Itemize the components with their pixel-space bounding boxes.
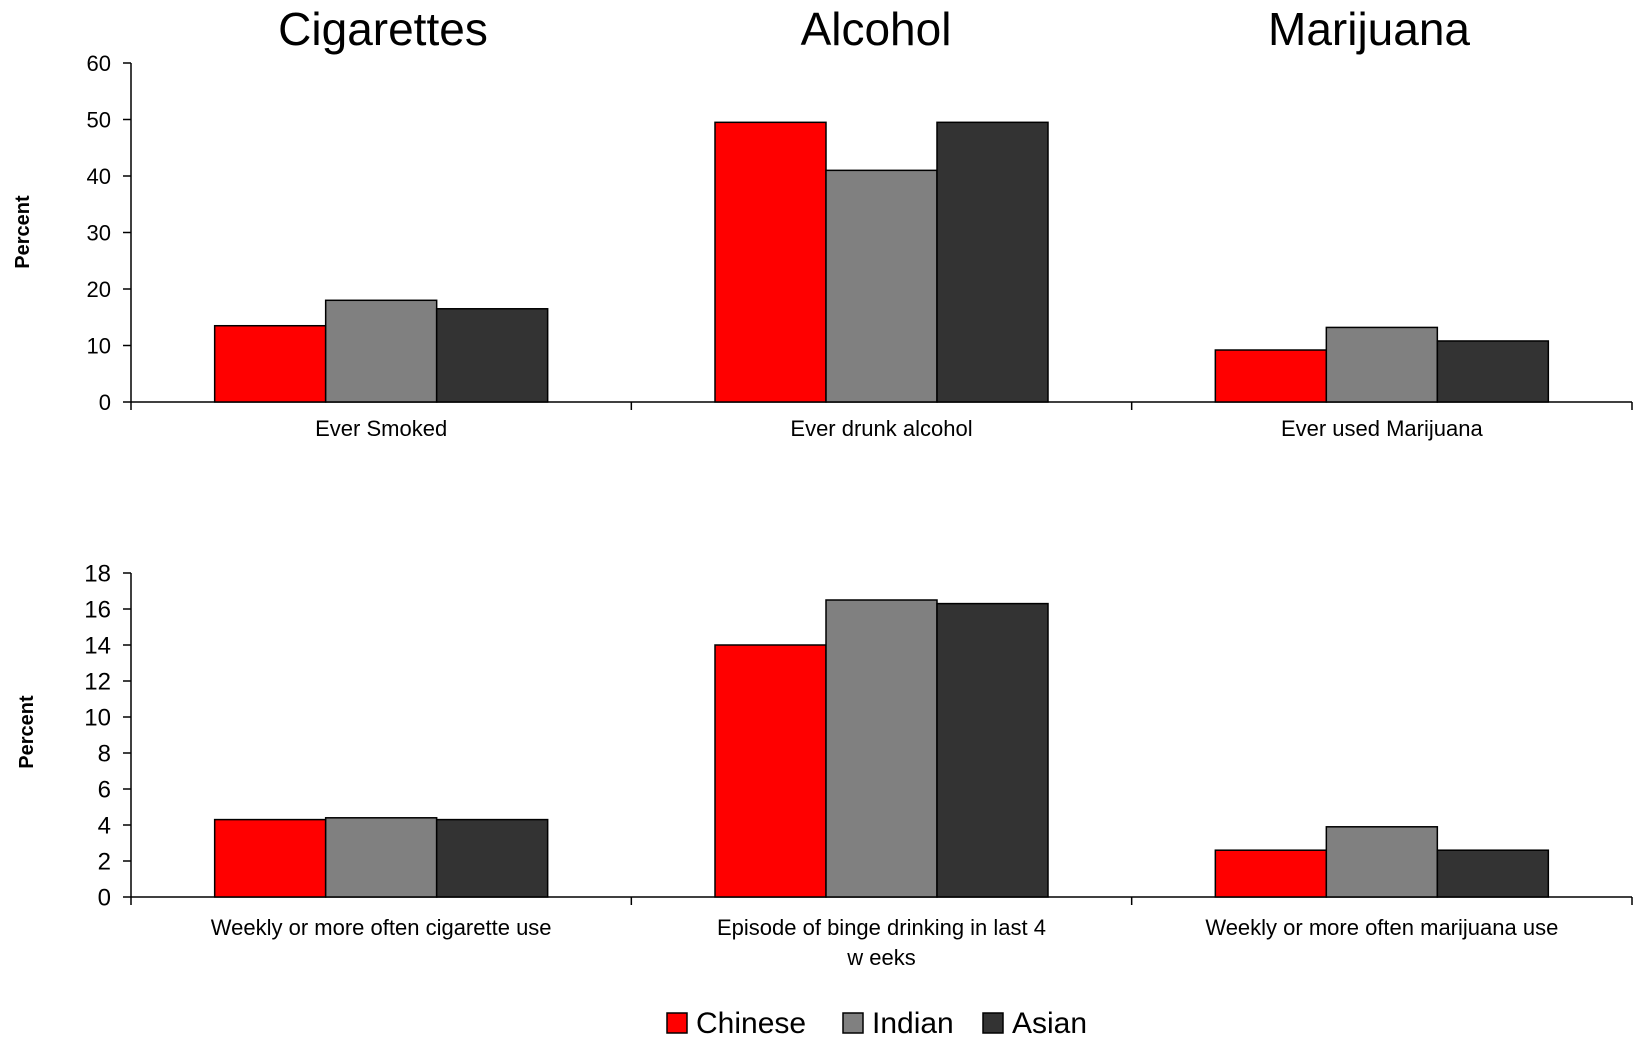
top-bar-indian [825,169,938,403]
legend-label-indian: Indian [872,1007,954,1037]
bottom-chart-ylabel: Percent [16,695,38,769]
bottom-bar-asian [435,818,549,898]
top-y-tick-label: 10 [87,333,111,358]
top-chart: 0 10 20 30 40 50 60 Ever Smoked Ever drunk alcoh… [87,51,1633,441]
group-title-marijuana: Marijuana [1268,3,1470,55]
top-bar-chinese [714,121,827,403]
bottom-y-tick-label: 8 [98,741,111,768]
bottom-y-tick-label: 12 [84,669,111,696]
top-y-tick-label: 0 [99,390,111,415]
bottom-category-label: Weekly or more often marijuana use [1205,915,1558,940]
bottom-bar-chinese [213,818,327,898]
bottom-chart: 0 2 4 6 8 10 12 14 16 18 Weekly or more often ciga… [84,561,1633,970]
bottom-bar-asian [1436,849,1550,898]
bottom-y-tick-label: 2 [98,849,111,876]
top-bar-indian [324,299,438,403]
bottom-y-tick-label: 16 [84,597,111,624]
group-title-cigarettes: Cigarettes [278,3,488,55]
bottom-y-tick-label: 10 [84,705,111,732]
top-y-tick-label: 50 [87,107,111,132]
top-bar-chinese [1214,349,1328,403]
top-y-tick-label: 40 [87,164,111,189]
bottom-bar-indian [825,599,938,898]
bottom-bar-chinese [714,644,827,898]
top-bar-indian [1325,326,1439,403]
top-y-tick-label: 60 [87,51,111,76]
top-category-label: Ever Smoked [315,416,447,441]
top-bar-chinese [213,324,327,403]
legend-label-chinese: Chinese [696,1007,806,1037]
legend-swatch-indian [842,1012,864,1034]
legend-swatch-chinese [666,1012,688,1034]
bottom-y-tick-label: 18 [84,561,111,588]
top-y-tick-label: 20 [87,277,111,302]
bottom-y-tick-label: 6 [98,777,111,804]
top-y-tick-label: 30 [87,220,111,245]
bottom-y-tick-label: 0 [98,885,111,912]
bottom-category-label: Weekly or more often cigarette use [211,915,552,940]
bottom-bar-indian [1325,826,1439,898]
top-bar-asian [1436,340,1550,403]
top-category-label: Ever used Marijuana [1281,416,1484,441]
bottom-category-label: w eeks [846,945,915,970]
top-category-label: Ever drunk alcohol [790,416,972,441]
top-bar-asian [936,121,1049,403]
legend-swatch-asian [982,1012,1004,1034]
legend: Chinese Indian Asian [666,1007,1087,1037]
bottom-bar-chinese [1214,849,1328,898]
bottom-bar-indian [324,817,438,898]
bottom-bar-asian [936,602,1049,898]
top-chart-ylabel: Percent [12,195,34,269]
group-title-alcohol: Alcohol [801,3,952,55]
bottom-category-label: Episode of binge drinking in last 4 [717,915,1046,940]
legend-label-asian: Asian [1012,1007,1087,1037]
top-bar-asian [435,308,549,403]
bottom-y-tick-label: 4 [98,813,111,840]
bottom-y-tick-label: 14 [84,633,111,660]
